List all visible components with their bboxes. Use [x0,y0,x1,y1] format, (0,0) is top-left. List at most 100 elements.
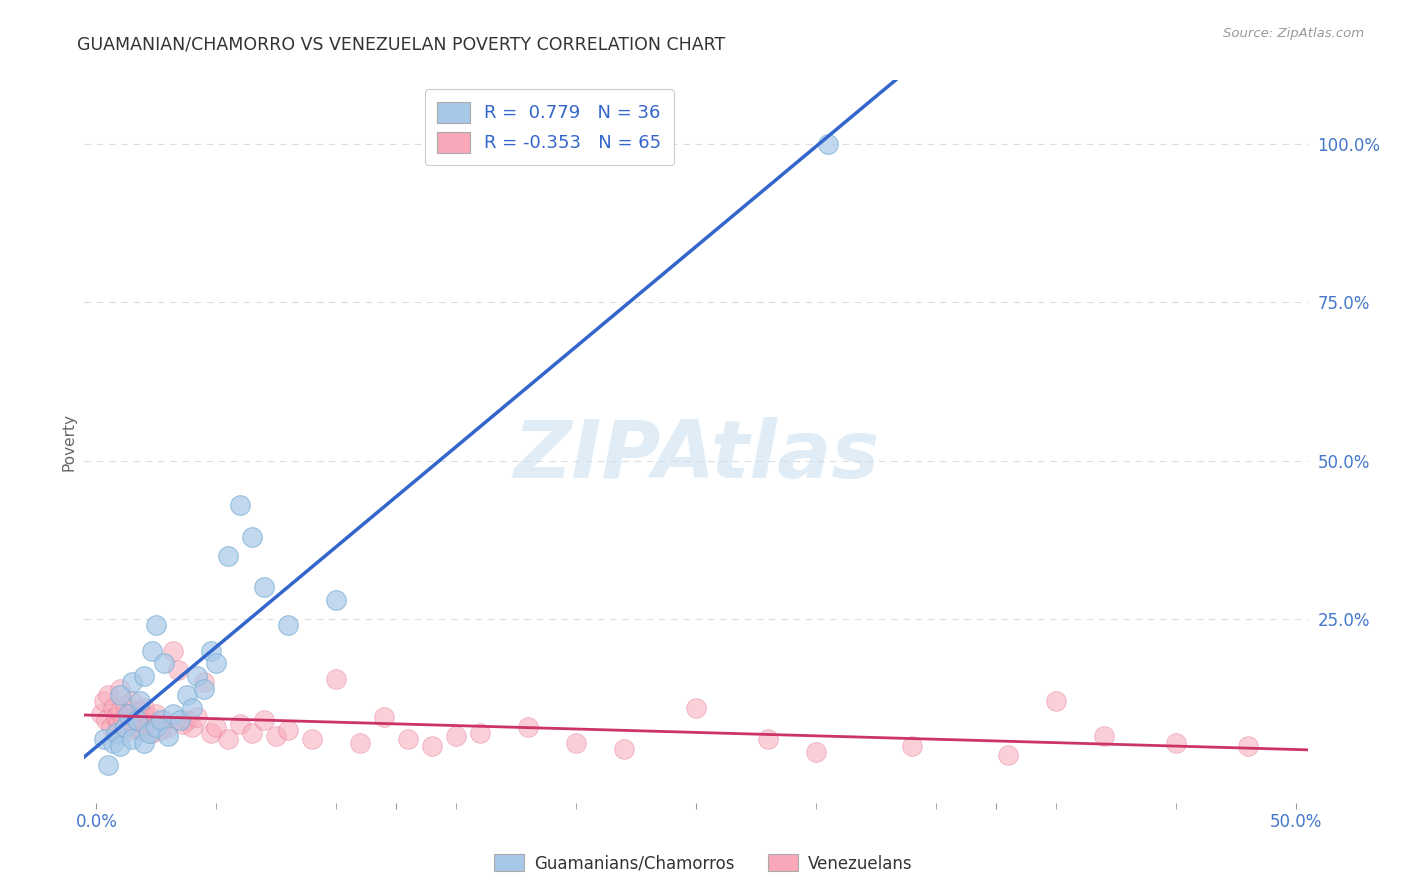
Point [325,672,347,686]
Text: GUAMANIAN/CHAMORRO VS VENEZUELAN POVERTY CORRELATION CHART: GUAMANIAN/CHAMORRO VS VENEZUELAN POVERTY… [77,36,725,54]
Point [131,714,153,728]
Point [176,688,198,702]
Point [240,726,263,740]
Point [756,732,779,747]
Point [157,729,180,743]
Point [141,726,163,740]
Point [134,735,156,749]
Point [613,742,636,756]
Point [138,710,160,724]
Point [181,720,204,734]
Point [138,726,160,740]
Point [90,707,112,722]
Point [240,530,263,544]
Point [325,593,347,607]
Point [110,704,132,718]
Y-axis label: Poverty: Poverty [60,412,76,471]
Point [93,694,115,708]
Point [117,723,139,737]
Point [110,688,132,702]
Point [253,714,276,728]
Point [121,716,143,731]
Point [110,681,132,696]
Point [121,694,143,708]
Point [277,723,299,737]
Point [127,714,149,728]
Point [169,714,191,728]
Point [97,757,120,772]
Point [176,714,198,728]
Point [118,707,141,722]
Point [162,707,184,722]
Point [114,720,136,734]
Point [901,739,924,753]
Point [167,663,190,677]
Point [162,643,184,657]
Point [172,716,194,731]
Point [150,723,173,737]
Point [205,657,228,671]
Point [186,710,208,724]
Point [128,723,150,737]
Point [142,716,165,731]
Point [373,710,395,724]
Point [193,681,215,696]
Point [101,735,124,749]
Point [104,726,127,740]
Point [1045,694,1067,708]
Point [517,720,540,734]
Text: Source: ZipAtlas.com: Source: ZipAtlas.com [1223,27,1364,40]
Point [135,720,157,734]
Point [253,580,276,594]
Point [110,739,132,753]
Point [141,643,163,657]
Point [145,707,167,722]
Point [93,732,115,747]
Point [349,735,371,749]
Point [114,698,136,712]
Legend: Guamanians/Chamorros, Venezuelans: Guamanians/Chamorros, Venezuelans [486,847,920,880]
Point [145,618,167,632]
Point [277,618,299,632]
Point [100,720,122,734]
Point [444,729,467,743]
Point [121,675,143,690]
Point [124,710,146,724]
Point [264,729,287,743]
Point [200,726,222,740]
Point [420,739,443,753]
Point [217,549,239,563]
Point [157,720,180,734]
Legend: R =  0.779   N = 36, R = -0.353   N = 65: R = 0.779 N = 36, R = -0.353 N = 65 [425,89,673,165]
Point [134,700,156,714]
Point [134,669,156,683]
Point [301,732,323,747]
Point [804,745,827,759]
Point [1092,729,1115,743]
Point [997,748,1019,763]
Point [101,700,124,714]
Point [205,720,228,734]
Point [152,657,174,671]
Point [150,714,173,728]
Point [117,707,139,722]
Point [94,714,117,728]
Point [817,136,839,151]
Point [111,714,134,728]
Point [127,720,149,734]
Point [1164,735,1187,749]
Point [685,700,707,714]
Point [97,688,120,702]
Point [565,735,588,749]
Point [128,694,150,708]
Point [396,732,419,747]
Text: ZIPAtlas: ZIPAtlas [513,417,879,495]
Point [229,498,252,512]
Point [229,716,252,731]
Point [107,716,129,731]
Point [1236,739,1258,753]
Point [468,726,491,740]
Point [121,732,143,747]
Point [186,669,208,683]
Point [181,700,204,714]
